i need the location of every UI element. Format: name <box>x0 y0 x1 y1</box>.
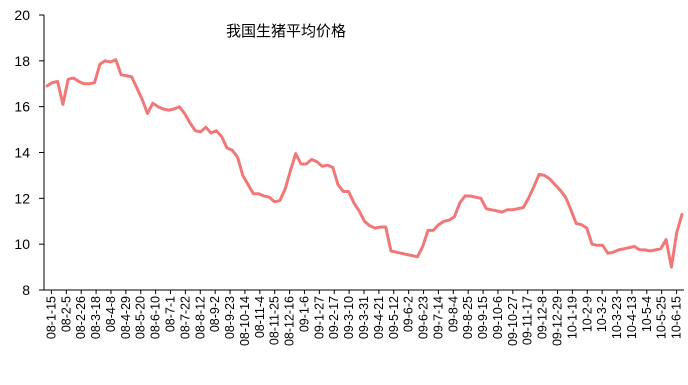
x-axis: 08-1-15 08-2-5 08-2-26 08-3-18 08-4-8 08-4-29… <box>44 289 684 346</box>
series-line-hog-price <box>45 58 684 269</box>
x-tick-label: 10-3-23 <box>610 296 624 339</box>
x-tick-label: 09-4-21 <box>372 296 386 339</box>
x-tick-label: 08-6-10 <box>149 296 163 339</box>
x-tick-label: 09-8-25 <box>461 296 475 339</box>
x-tick-label: 09-3-31 <box>357 296 371 339</box>
x-tick-label: 09-8-4 <box>446 296 460 332</box>
x-tick-label: 10-3-2 <box>595 296 609 332</box>
x-tick-label: 08-7-22 <box>178 296 192 339</box>
x-tick-label: 09-6-2 <box>402 296 416 332</box>
chart-title: 我国生猪平均价格 <box>226 22 346 40</box>
x-tick-label: 09-2-17 <box>327 296 341 339</box>
x-tick-label: 08-11-4 <box>253 296 267 338</box>
x-tick-label: 09-1-6 <box>297 296 311 332</box>
x-tick-label: 08-12-16 <box>283 296 297 346</box>
x-tick-label: 09-7-14 <box>431 296 445 339</box>
y-tick-label: 16 <box>14 99 30 115</box>
x-tick-label: 09-12-29 <box>550 296 564 346</box>
x-tick-label: 08-4-29 <box>119 296 133 339</box>
y-tick-label: 12 <box>14 190 30 206</box>
x-tick-label: 09-10-27 <box>506 296 520 346</box>
y-tick-label: 20 <box>14 7 30 23</box>
x-tick-label: 10-5-25 <box>655 296 669 339</box>
x-tick-label: 09-11-17 <box>521 296 535 345</box>
x-tick-label: 10-2-9 <box>580 296 594 332</box>
x-tick-label: 10-4-13 <box>625 296 639 339</box>
x-tick-label: 08-3-18 <box>89 296 103 339</box>
x-tick-label: 09-6-23 <box>417 296 431 339</box>
y-axis: 8 10 12 14 16 18 20 <box>14 7 45 298</box>
y-tick-label: 18 <box>14 53 30 69</box>
x-tick-label: 10-1-19 <box>565 296 579 339</box>
x-tick-label: 08-4-8 <box>104 296 118 332</box>
x-tick-label: 08-1-15 <box>44 296 58 339</box>
x-tick-label: 08-10-14 <box>238 296 252 346</box>
y-tick-label: 10 <box>14 236 30 252</box>
x-tick-label: 10-5-4 <box>640 296 654 332</box>
x-tick-label: 09-3-10 <box>342 296 356 339</box>
x-tick-label: 08-2-26 <box>74 296 88 339</box>
x-tick-label: 08-5-20 <box>134 296 148 339</box>
x-tick-label: 09-5-12 <box>387 296 401 339</box>
y-tick-label: 14 <box>14 145 30 161</box>
x-tick-label: 08-7-1 <box>164 296 178 332</box>
x-tick-label: 09-10-6 <box>491 296 505 339</box>
x-tick-label: 08-8-12 <box>193 296 207 339</box>
x-tick-label: 09-9-15 <box>476 296 490 339</box>
x-tick-label: 09-1-27 <box>312 296 326 339</box>
x-tick-label: 08-9-2 <box>208 296 222 332</box>
x-tick-label: 09-12-8 <box>536 296 550 339</box>
y-tick-label: 8 <box>22 282 30 298</box>
x-tick-label: 08-2-5 <box>59 296 73 332</box>
x-tick-label: 10-6-15 <box>670 296 684 339</box>
x-tick-label: 08-11-25 <box>268 296 282 345</box>
x-tick-label: 08-9-23 <box>223 296 237 339</box>
